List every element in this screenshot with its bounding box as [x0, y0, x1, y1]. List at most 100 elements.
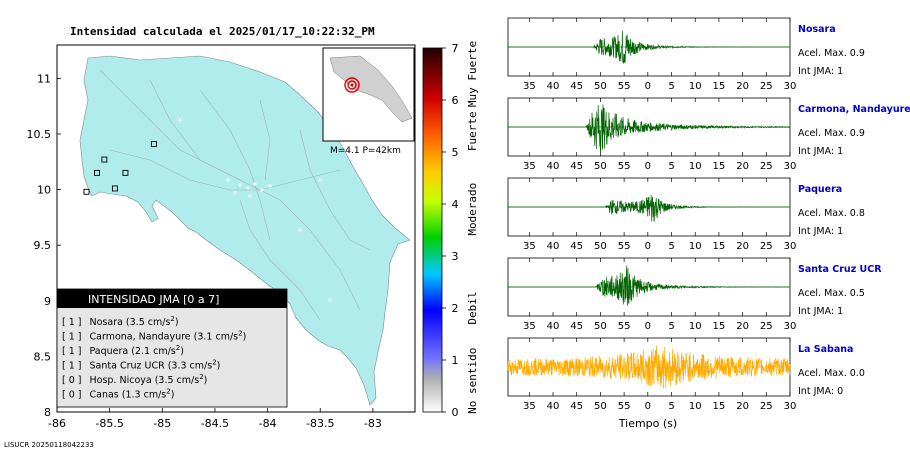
- waveform-x-tick-label: 50: [594, 161, 607, 172]
- colorbar-tick-label: 3: [452, 250, 459, 263]
- legend-row-code: [ 1 ]: [62, 346, 82, 357]
- waveform-x-tick-label: 30: [784, 321, 797, 332]
- waveform-x-tick-label: 10: [689, 321, 702, 332]
- waveform-trace: [507, 345, 791, 389]
- colorbar-category-label: Moderado: [466, 183, 479, 236]
- legend-row-sup: 2: [212, 359, 216, 367]
- town-markers: [178, 118, 332, 302]
- waveform-x-tick-label: 45: [570, 161, 583, 172]
- colorbar-category-label: No sentido: [466, 348, 479, 414]
- legend-row-tail: ): [217, 361, 221, 372]
- map-x-tick-label: -84.5: [201, 417, 229, 430]
- waveform-x-tick-label: 5: [668, 241, 674, 252]
- waveform-x-tick-label: 45: [570, 241, 583, 252]
- waveform-x-tick-label: 0: [645, 401, 651, 412]
- legend-header: [57, 289, 287, 308]
- waveform-x-tick-label: 45: [570, 321, 583, 332]
- waveform-x-tick-label: 20: [736, 401, 749, 412]
- legend-row: [ 0 ] Hosp. Nicoya (3.5 cm/s2): [62, 373, 207, 386]
- figure-title: Intensidad calculada el 2025/01/17_10:22…: [70, 25, 375, 38]
- waveform-station-name: La Sabana: [798, 344, 853, 355]
- waveform-jma-intensity: Int JMA: 1: [798, 226, 843, 237]
- station-marker: [94, 169, 100, 176]
- waveform-x-tick-label: 35: [523, 161, 536, 172]
- waveform-x-tick-label: 15: [713, 241, 726, 252]
- legend-row-name: Canas (1.3 cm/s: [90, 390, 167, 401]
- waveform-x-tick-label: 30: [784, 161, 797, 172]
- waveform-jma-intensity: Int JMA: 1: [798, 306, 843, 317]
- waveform-jma-intensity: Int JMA: 1: [798, 66, 843, 77]
- station-marker: [111, 185, 118, 192]
- colorbar-ticks: 0 1 2 3 4 5 6 7: [442, 42, 459, 419]
- waveform-x-tick-label: 35: [523, 81, 536, 92]
- colorbar-category-label: Fuerte: [466, 111, 479, 151]
- map-x-tick-label: -84: [259, 417, 277, 430]
- intensity-legend: INTENSIDAD JMA [0 a 7] [ 1 ] Nosara (3.5 …: [56, 288, 288, 408]
- inset-magnitude-label: M=4.1 P=42km: [330, 146, 401, 156]
- legend-row-tail: ): [204, 375, 208, 386]
- map-x-tick-label: -85: [153, 417, 171, 430]
- waveform-x-tick-label: 0: [645, 161, 651, 172]
- waveform-x-tick-label: 30: [784, 81, 797, 92]
- waveform-x-tick-label: 0: [645, 241, 651, 252]
- waveform-accel-max: Acel. Max. 0.8: [798, 208, 865, 219]
- waveform-x-tick-label: 50: [594, 401, 607, 412]
- waveform-x-tick-label: 0: [645, 81, 651, 92]
- station-marker: [122, 169, 129, 176]
- waveform-x-tick-label: 45: [570, 81, 583, 92]
- time-axis-label: Tiempo (s): [618, 417, 677, 430]
- waveform-x-tick-label: 55: [618, 161, 631, 172]
- waveform-station-name: Carmona, Nandayure: [798, 104, 910, 115]
- map-x-tick-label: -86: [48, 417, 66, 430]
- legend-row-sup: 2: [176, 344, 180, 352]
- legend-row: [ 1 ] Carmona, Nandayure (3.1 cm/s2): [62, 330, 246, 343]
- waveform-x-tick-label: 50: [594, 241, 607, 252]
- legend-row-code: [ 1 ]: [62, 317, 82, 328]
- waveform-x-tick-label: 10: [689, 241, 702, 252]
- waveform-x-tick-label: 20: [736, 161, 749, 172]
- waveform-x-tick-label: 10: [689, 81, 702, 92]
- legend-row-sup: 2: [199, 373, 203, 381]
- waveform-x-tick-label: 5: [668, 81, 674, 92]
- map-y-tick-label: 8.5: [34, 350, 52, 363]
- legend-row-tail: ): [243, 332, 247, 343]
- waveform-x-tick-label: 35: [523, 401, 536, 412]
- legend-rows: [ 1 ] Nosara (3.5 cm/s2)[ 1 ] Carmona, Nan…: [62, 315, 246, 401]
- map-axis-ticks: -86 -85.5 -85 -84.5 -84 -83.5 -83 11 10.5 10 9.5 9 8…: [27, 72, 382, 430]
- waveform-x-tick-label: 5: [668, 161, 674, 172]
- waveform-x-tick-label: 50: [594, 81, 607, 92]
- map-y-tick-label: 9: [44, 295, 51, 308]
- station-marker: [101, 156, 108, 163]
- map-y-tick-label: 8: [44, 406, 51, 419]
- waveform-x-tick-label: 0: [645, 321, 651, 332]
- map-x-tick-label: -83.5: [306, 417, 334, 430]
- colorbar-tick-label: 5: [452, 146, 459, 159]
- map-y-tick-label: 11: [37, 72, 51, 85]
- waveform-x-tick-label: 30: [784, 241, 797, 252]
- legend-row-name: Nosara (3.5 cm/s: [90, 317, 171, 328]
- colorbar-category-labels: No sentido Debil Moderado Fuerte Muy Fuerte: [466, 41, 479, 414]
- legend-row-name: Paquera (2.1 cm/s: [90, 346, 176, 357]
- colorbar-tick-label: 1: [452, 354, 459, 367]
- legend-row-tail: ): [180, 346, 184, 357]
- waveform-panel: 35 40 45 50 55 0 5 10 15 20 25 30 Paquera Acel. Max. …: [507, 177, 865, 252]
- legend-row-tail: ): [175, 317, 179, 328]
- map-panel: -86 -85.5 -85 -84.5 -84 -83.5 -83 11 10.5 10 9.5 9 8…: [27, 44, 416, 430]
- waveform-jma-intensity: Int JMA: 0: [798, 386, 843, 397]
- legend-row-name: Hosp. Nicoya (3.5 cm/s: [90, 375, 200, 386]
- legend-row-code: [ 1 ]: [62, 361, 82, 372]
- map-x-tick-label: -83: [364, 417, 382, 430]
- legend-row-code: [ 0 ]: [62, 375, 82, 386]
- legend-row-code: [ 0 ]: [62, 390, 82, 401]
- waveform-x-tick-label: 35: [523, 241, 536, 252]
- legend-row-tail: ): [171, 390, 175, 401]
- waveform-x-tick-label: 40: [547, 241, 560, 252]
- waveform-panel: 35 40 45 50 55 0 5 10 15 20 25 30 Nosara Acel. Max. 0…: [507, 17, 865, 92]
- colorbar-ramp: [422, 47, 443, 413]
- waveform-x-tick-label: 15: [713, 81, 726, 92]
- legend-row: [ 1 ] Santa Cruz UCR (3.3 cm/s2): [62, 359, 220, 372]
- waveform-panel: 35 40 45 50 55 0 5 10 15 20 25 30 Carmona, Nandayure…: [507, 97, 910, 172]
- colorbar-tick-label: 4: [452, 198, 459, 211]
- colorbar-category-label: Debil: [466, 291, 479, 324]
